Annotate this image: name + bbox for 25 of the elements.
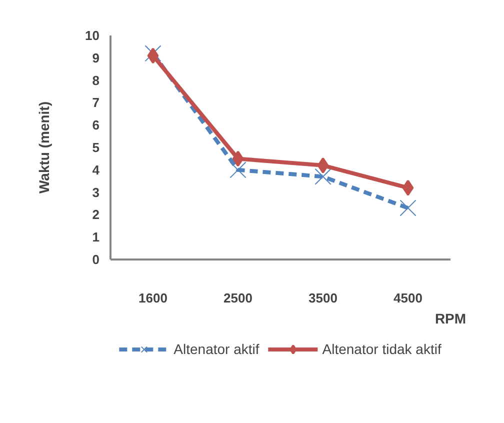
y-tick-label: 2 <box>92 207 100 222</box>
y-tick-label: 6 <box>92 118 100 133</box>
y-tick-label: 10 <box>85 28 100 43</box>
x-tick-label: 1600 <box>138 290 168 306</box>
y-tick-label: 7 <box>92 95 100 110</box>
legend-label: Altenator tidak aktif <box>322 341 442 357</box>
y-tick-label: 3 <box>92 184 100 200</box>
point <box>314 168 332 185</box>
x-tick-label: 4500 <box>394 290 422 306</box>
y-tick-label: 9 <box>92 50 100 66</box>
x-axis-title: RPM <box>434 310 466 326</box>
y-tick-label: 5 <box>92 140 100 155</box>
y-tick-label: 4 <box>92 162 100 178</box>
y-tick-label: 1 <box>92 230 100 245</box>
y-axis-title: Waktu (menit) <box>36 101 52 194</box>
x-tick-label: 3500 <box>308 290 338 306</box>
point <box>400 200 416 216</box>
x-tick-label: 2500 <box>224 290 252 306</box>
y-tick-label: 0 <box>92 252 100 267</box>
point <box>317 157 329 174</box>
point <box>230 162 246 178</box>
point <box>232 150 244 167</box>
legend-label: Altenator aktif <box>174 341 260 357</box>
y-tick-label: 8 <box>92 72 100 88</box>
point <box>402 180 414 196</box>
